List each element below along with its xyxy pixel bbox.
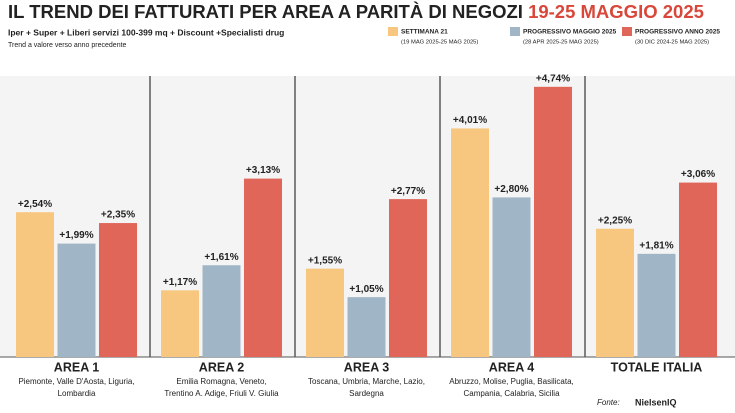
bar (451, 128, 489, 357)
chart-title: IL TREND DEI FATTURATI PER AREA A PARITÀ… (8, 1, 704, 22)
legend-swatch (622, 27, 632, 36)
bar (492, 197, 531, 357)
bar (389, 199, 427, 357)
legend-label: PROGRESSIVO MAGGIO 2025 (523, 29, 617, 36)
value-label: +1,81% (639, 240, 673, 251)
category-note: Campania, Calabria, Sicilia (463, 389, 560, 398)
bar (57, 243, 96, 357)
bar (347, 297, 386, 357)
value-label: +1,55% (308, 255, 342, 266)
legend-label: SETTIMANA 21 (401, 29, 448, 36)
bar (534, 86, 572, 357)
value-label: +1,05% (349, 284, 383, 295)
value-label: +2,25% (598, 215, 632, 226)
source-label: Fonte: (597, 398, 620, 407)
value-label: +1,99% (59, 230, 93, 241)
bar (99, 223, 137, 357)
category-label: AREA 4 (489, 360, 534, 374)
legend-label: PROGRESSIVO ANNO 2025 (635, 29, 720, 36)
category-note: Piemonte, Valle D'Aosta, Liguria, (18, 377, 134, 386)
value-label: +2,35% (101, 210, 135, 221)
legend-period: (19 MAG 2025-25 MAG 2025) (401, 40, 478, 46)
legend-swatch (388, 27, 398, 36)
bar (637, 253, 676, 357)
bar (244, 178, 282, 357)
bar (306, 268, 344, 357)
bar (679, 182, 717, 357)
value-label: +4,01% (453, 115, 487, 126)
note: Trend a valore verso anno precedente (8, 42, 127, 49)
bar (202, 265, 241, 357)
category-label: AREA 3 (344, 360, 389, 374)
bar (161, 290, 199, 357)
category-label: TOTALE ITALIA (611, 360, 703, 374)
category-note: Sardegna (349, 389, 384, 398)
bar (596, 228, 634, 357)
legend-period: (28 APR 2025-25 MAG 2025) (523, 40, 599, 46)
legend-period: (30 DIC 2024-25 MAG 2025) (635, 40, 709, 46)
legend-swatch (510, 27, 520, 36)
bar (16, 212, 54, 357)
category-label: AREA 1 (54, 360, 99, 374)
value-label: +3,06% (681, 169, 715, 180)
subtitle: Iper + Super + Liberi servizi 100-399 mq… (8, 27, 284, 37)
category-note: Toscana, Umbria, Marche, Lazio, (308, 377, 425, 386)
value-label: +1,61% (204, 252, 238, 263)
value-label: +4,74% (536, 73, 570, 84)
value-label: +1,17% (163, 277, 197, 288)
value-label: +2,54% (18, 199, 52, 210)
value-label: +2,80% (494, 184, 528, 195)
category-note: Emilia Romagna, Veneto, (176, 377, 266, 386)
category-note: Trentino A. Adige, Friuli V. Giulia (164, 389, 279, 398)
category-note: Lombardia (58, 389, 96, 398)
category-label: AREA 2 (199, 360, 244, 374)
value-label: +3,13% (246, 165, 280, 176)
value-label: +2,77% (391, 186, 425, 197)
category-note: Abruzzo, Molise, Puglia, Basilicata, (449, 377, 574, 386)
source: NielsenIQ (635, 397, 677, 407)
title-text: IL TREND DEI FATTURATI PER AREA A PARITÀ… (8, 1, 523, 22)
title-dates: 19-25 MAGGIO 2025 (528, 1, 704, 22)
